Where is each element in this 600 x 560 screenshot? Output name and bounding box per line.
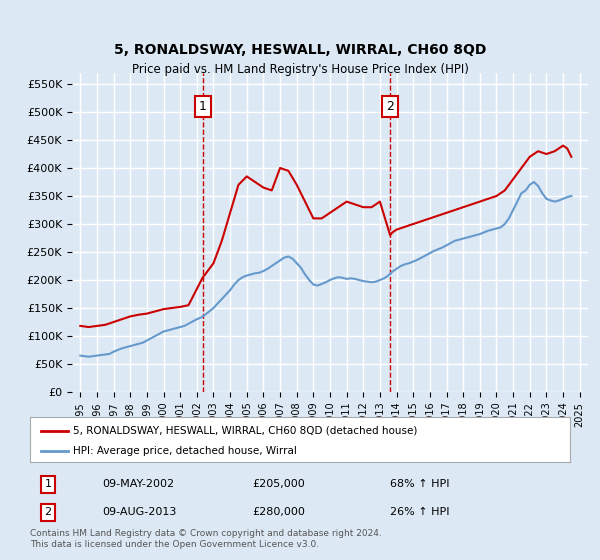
Text: 1: 1 (199, 100, 207, 113)
Text: Contains HM Land Registry data © Crown copyright and database right 2024.
This d: Contains HM Land Registry data © Crown c… (30, 529, 382, 549)
Text: £280,000: £280,000 (252, 507, 305, 517)
Text: HPI: Average price, detached house, Wirral: HPI: Average price, detached house, Wirr… (73, 446, 297, 456)
Text: 09-AUG-2013: 09-AUG-2013 (102, 507, 176, 517)
Text: 5, RONALDSWAY, HESWALL, WIRRAL, CH60 8QD (detached house): 5, RONALDSWAY, HESWALL, WIRRAL, CH60 8QD… (73, 426, 418, 436)
Text: 2: 2 (386, 100, 394, 113)
Text: £205,000: £205,000 (252, 479, 305, 489)
Text: 2: 2 (44, 507, 52, 517)
Text: 09-MAY-2002: 09-MAY-2002 (102, 479, 174, 489)
Text: 5, RONALDSWAY, HESWALL, WIRRAL, CH60 8QD: 5, RONALDSWAY, HESWALL, WIRRAL, CH60 8QD (114, 44, 486, 58)
Text: 26% ↑ HPI: 26% ↑ HPI (390, 507, 449, 517)
Text: Price paid vs. HM Land Registry's House Price Index (HPI): Price paid vs. HM Land Registry's House … (131, 63, 469, 77)
Text: 68% ↑ HPI: 68% ↑ HPI (390, 479, 449, 489)
Text: 1: 1 (44, 479, 52, 489)
